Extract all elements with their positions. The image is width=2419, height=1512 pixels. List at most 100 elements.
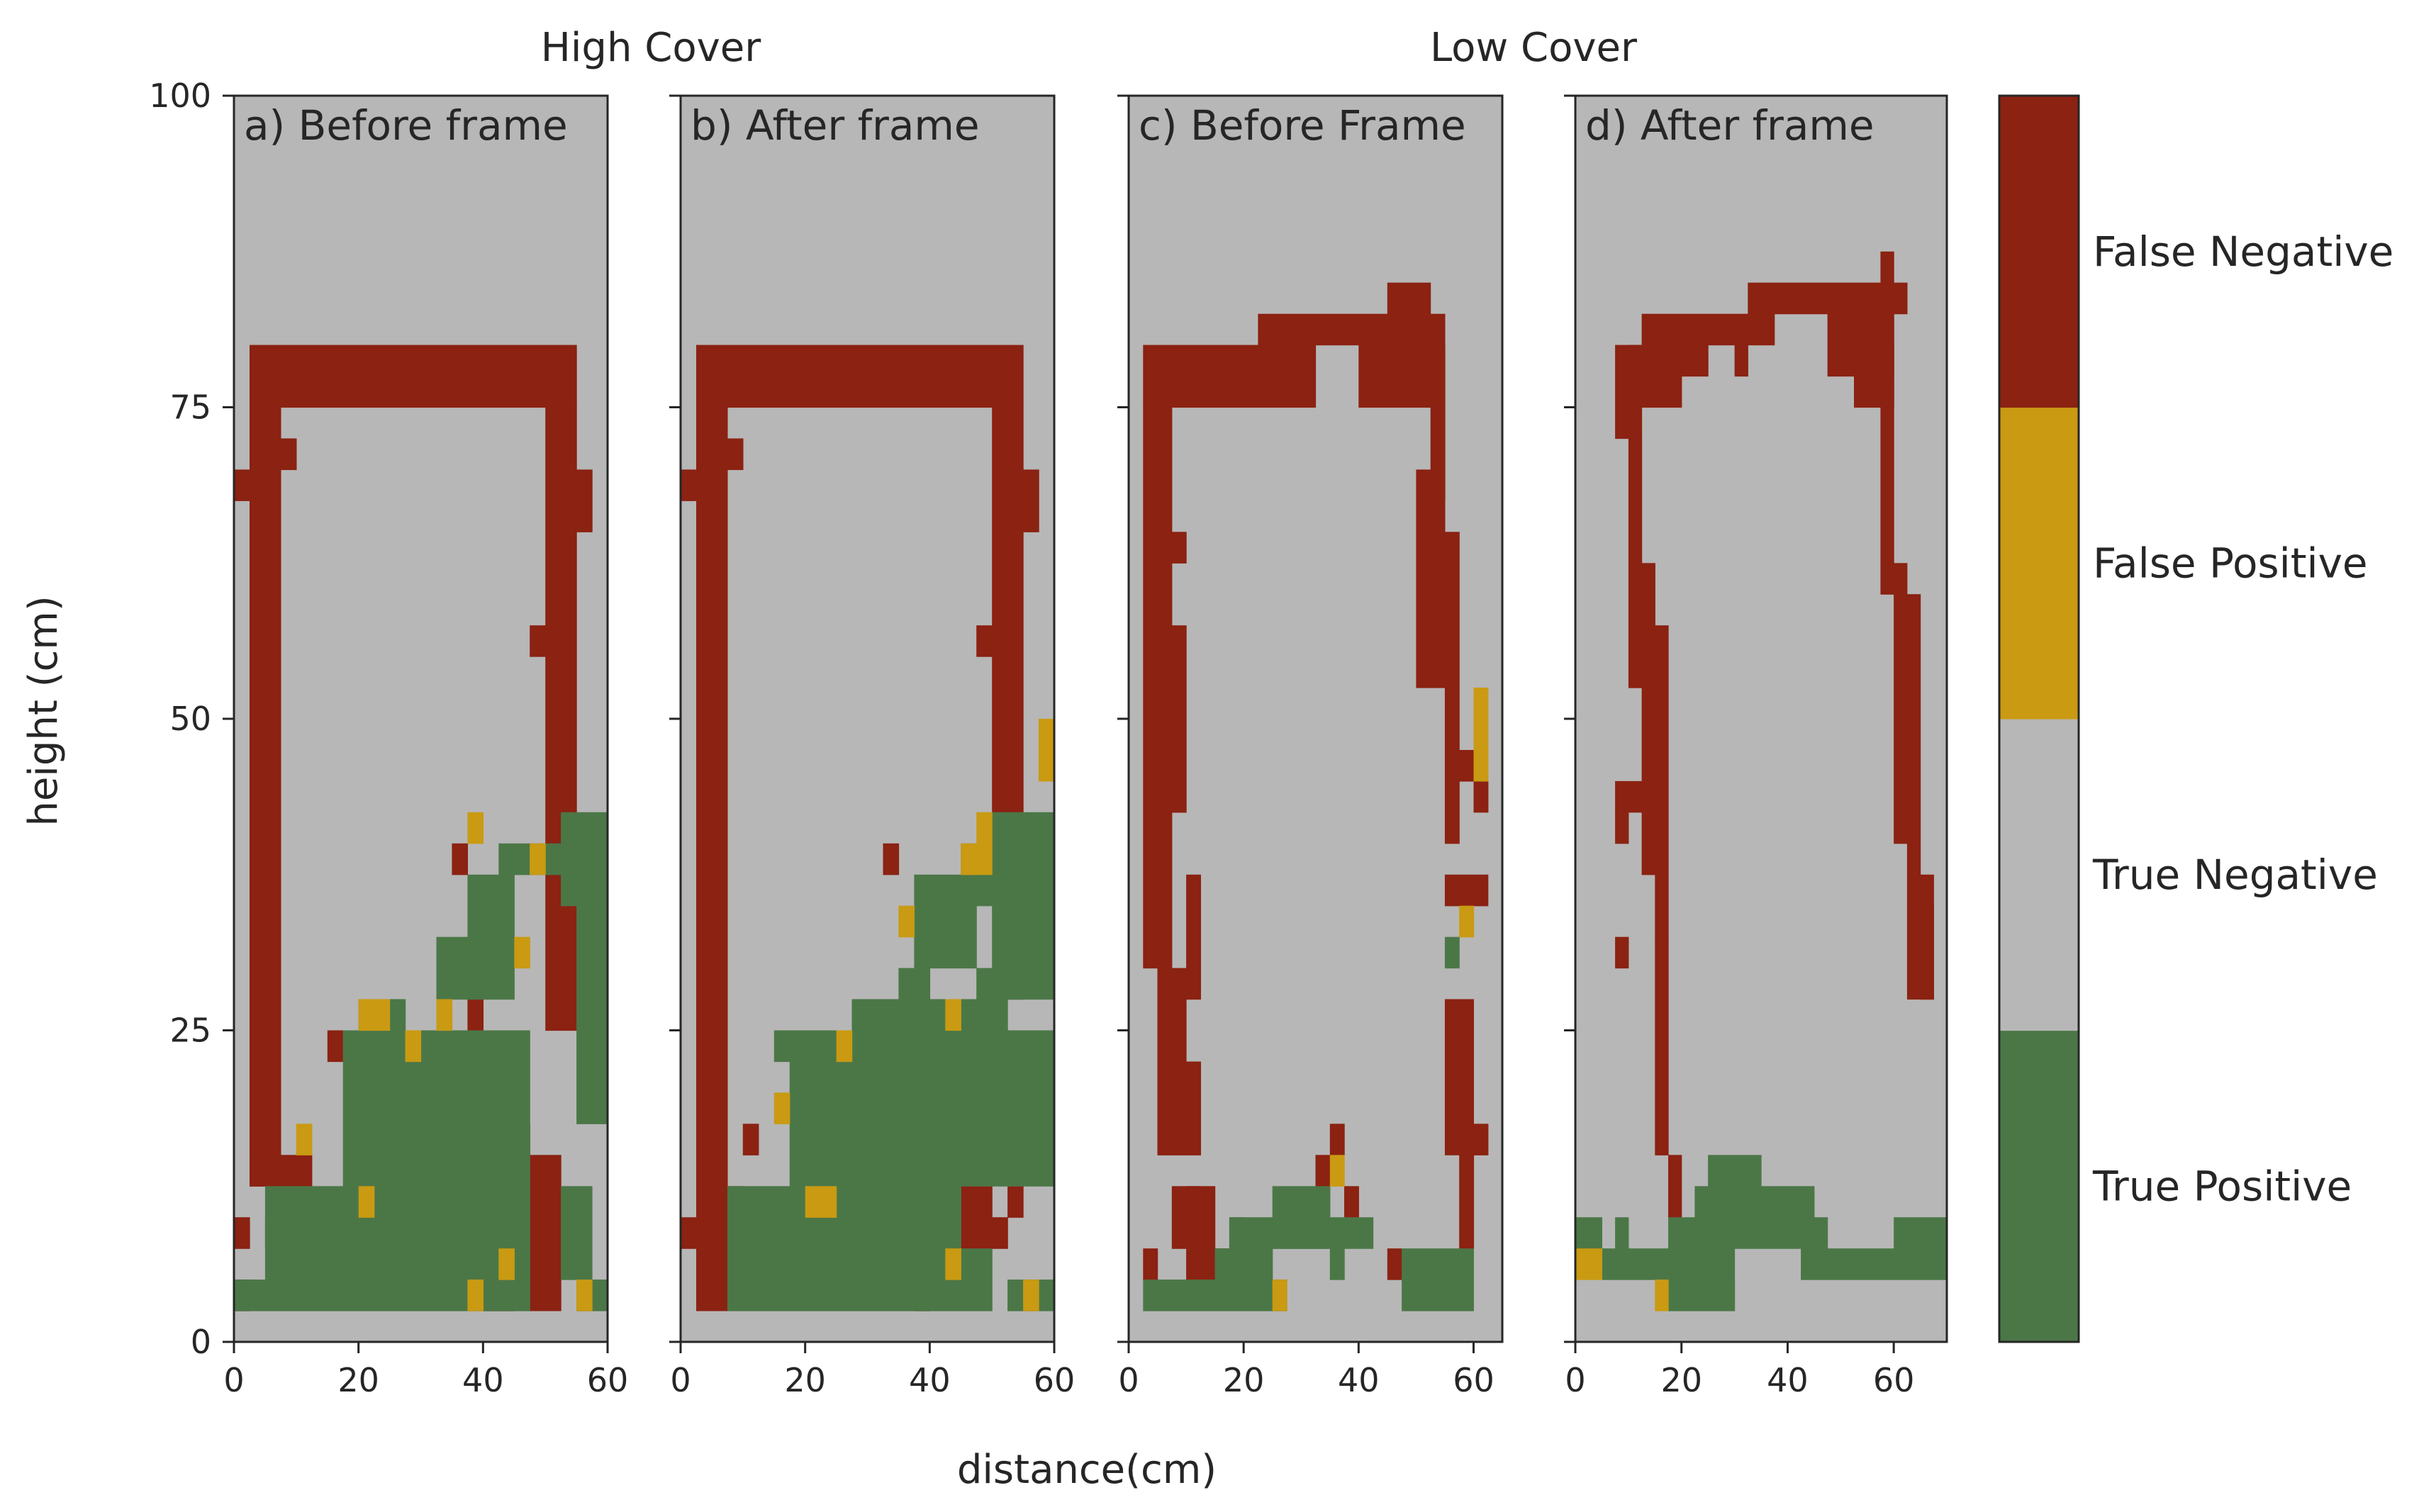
heatmap-cell-false-negative (992, 407, 1024, 813)
heatmap-cell-false-negative (1143, 407, 1173, 969)
heatmap-cell-false-negative (1171, 532, 1187, 564)
x-tick-label: 40 (462, 1361, 504, 1399)
heatmap-cell-false-positive (945, 999, 961, 1031)
heatmap-cell-false-negative (1430, 345, 1446, 501)
x-tick-label: 60 (1453, 1361, 1495, 1399)
panel-title: a) Before frame (244, 101, 568, 150)
colorbar-swatch-true-positive (1999, 1030, 2079, 1343)
heatmap-cell-false-negative (1473, 780, 1489, 813)
heatmap-cell-false-negative (234, 469, 250, 501)
panels-layer: a) Before frame 0 20 40 60 0 25 50 75 100 b) After… (149, 77, 1948, 1399)
group-title-high-cover: High Cover (541, 25, 761, 71)
panel-title: d) After frame (1585, 101, 1875, 150)
heatmap-cell-false-negative (1615, 780, 1643, 813)
heatmap-cell-true-positive (1143, 1279, 1287, 1311)
heatmap-cell-false-negative (280, 438, 297, 471)
heatmap-cell-false-negative (545, 407, 577, 1031)
colorbar-label: True Negative (2092, 851, 2378, 899)
heatmap-cell-false-negative (1615, 936, 1629, 969)
heatmap-cell-false-negative (1387, 282, 1431, 315)
x-tick-label: 20 (1660, 1361, 1702, 1399)
y-axis-label: height (cm) (21, 595, 67, 826)
heatmap-cell-false-negative (1473, 1124, 1489, 1155)
heatmap-cell-false-negative (1628, 345, 1682, 408)
heatmap-cell-false-negative (234, 1217, 250, 1249)
heatmap-cell-false-negative (1880, 345, 1894, 595)
heatmap-cell-false-negative (1894, 563, 1908, 844)
x-tick-label: 0 (223, 1361, 244, 1399)
heatmap-cell-false-negative (1186, 874, 1201, 1000)
x-tick-label: 40 (909, 1361, 951, 1399)
heatmap-cell-false-positive (773, 1092, 790, 1124)
heatmap-cell-true-positive (1329, 1248, 1345, 1280)
heatmap-cell-true-positive (1444, 936, 1460, 969)
heatmap-cell-false-positive (1473, 688, 1489, 782)
heatmap-cell-false-negative (1143, 1248, 1158, 1280)
heatmap-cell-false-negative (1387, 1248, 1402, 1280)
heatmap-cell-false-positive (945, 1248, 961, 1280)
heatmap-cell-false-negative (961, 1186, 993, 1249)
heatmap-cell-false-positive (1272, 1279, 1287, 1311)
heatmap-cell-true-positive (976, 968, 1055, 1000)
heatmap-cell-false-negative (742, 1124, 759, 1155)
y-tick-label: 100 (149, 77, 211, 115)
heatmap-cell-true-positive (789, 1030, 1055, 1187)
heatmap-cell-false-positive (467, 812, 484, 844)
heatmap-cell-false-negative (1655, 936, 1669, 1155)
heatmap-cell-false-negative (1681, 345, 1709, 377)
heatmap-cell-false-negative (1416, 469, 1431, 501)
panel-4: d) After frame 0 20 40 60 (1564, 94, 1948, 1399)
heatmap-cell-false-negative (1444, 532, 1460, 844)
heatmap-cell-true-positive (1668, 1279, 1736, 1311)
heatmap-cell-false-negative (681, 1217, 697, 1249)
heatmap-cell-false-negative (1734, 313, 1775, 346)
heatmap-cell-false-positive (898, 905, 915, 938)
heatmap-cell-false-positive (1039, 719, 1055, 782)
heatmap-cell-true-positive (1694, 1186, 1815, 1218)
heatmap-cell-false-positive (514, 936, 530, 969)
heatmap-cell-true-positive (1229, 1217, 1374, 1249)
colorbar: True Positive True Negative False Positive… (1998, 94, 2393, 1343)
heatmap-cell-false-negative (1920, 874, 1934, 1000)
heatmap-cell-true-positive (576, 905, 608, 1124)
heatmap-cell-true-positive (561, 1186, 593, 1280)
heatmap-cell-true-positive (1615, 1217, 1629, 1249)
heatmap-cell-false-positive (1329, 1155, 1345, 1187)
heatmap-cell-false-negative (1007, 1186, 1024, 1218)
heatmap-cell-true-positive (851, 999, 1008, 1031)
heatmap-cell-false-negative (452, 843, 468, 875)
heatmap-cell-false-negative (1315, 1155, 1331, 1187)
heatmap-cell-true-positive (1894, 1217, 1948, 1249)
panel-2: b) After frame 0 20 40 60 (669, 94, 1075, 1399)
heatmap-cell-false-positive (976, 812, 993, 875)
heatmap-cell-false-negative (976, 625, 993, 657)
heatmap-cell-false-negative (883, 843, 900, 875)
heatmap-cell-false-negative (1186, 1061, 1201, 1155)
heatmap-cell-false-positive (530, 843, 546, 875)
y-tick-label: 25 (169, 1012, 211, 1050)
heatmap-cell-false-negative (250, 345, 577, 408)
heatmap-cell-false-negative (576, 469, 593, 532)
heatmap-cell-false-negative (1615, 812, 1629, 844)
heatmap-cell-false-positive (961, 843, 977, 875)
colorbar-label: False Negative (2093, 228, 2393, 276)
colorbar-swatch-true-negative (1999, 719, 2079, 1031)
heatmap-cell-true-positive (1402, 1248, 1474, 1311)
heatmap-cell-false-negative (1444, 874, 1489, 907)
heatmap-cell-false-negative (1143, 345, 1317, 408)
x-tick-label: 0 (1565, 1361, 1585, 1399)
x-tick-label: 20 (337, 1361, 379, 1399)
heatmap-cell-false-positive (358, 1186, 375, 1218)
x-tick-label: 20 (1223, 1361, 1265, 1399)
x-tick-label: 60 (587, 1361, 629, 1399)
x-tick-label: 40 (1338, 1361, 1380, 1399)
heatmap-cell-false-negative (1329, 1124, 1345, 1155)
heatmap-cell-false-negative (1641, 563, 1655, 875)
heatmap-cell-false-positive (1655, 1279, 1669, 1311)
heatmap-cell-true-positive (1708, 1155, 1722, 1187)
x-tick-label: 20 (784, 1361, 826, 1399)
heatmap-cell-false-positive (836, 1030, 853, 1063)
heatmap-cell-false-positive (576, 1279, 593, 1311)
heatmap-cell-true-positive (1214, 1248, 1273, 1280)
